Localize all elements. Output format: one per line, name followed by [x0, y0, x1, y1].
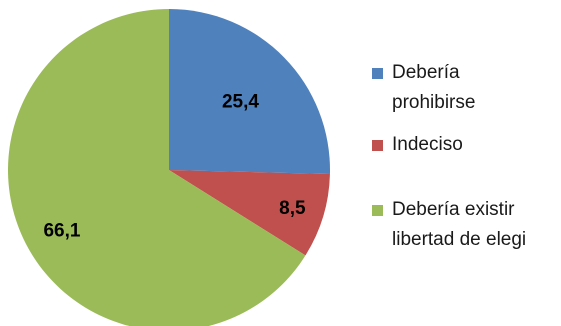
pie-slice	[169, 170, 330, 256]
legend-swatch-red	[372, 140, 383, 151]
legend-item-indeciso: Indeciso	[372, 130, 561, 160]
legend-swatch-blue	[372, 68, 383, 79]
pie-slice	[169, 9, 330, 175]
data-label: 8,5	[279, 198, 306, 219]
legend-item-deberia-existir-libertad: Debería existir libertad de elegi	[372, 195, 561, 255]
data-label: 25,4	[222, 91, 259, 112]
legend-label: Debería existir libertad de elegi	[392, 199, 527, 250]
legend-label: Debería prohibirse	[392, 62, 476, 113]
data-label: 66,1	[43, 220, 80, 241]
legend-item-deberia-prohibirse: Debería prohibirse	[372, 58, 561, 118]
pie-slice	[8, 9, 306, 326]
legend: Debería prohibirse Indeciso Debería exis…	[372, 58, 561, 255]
legend-label: Indeciso	[392, 134, 463, 155]
legend-swatch-green	[372, 205, 383, 216]
